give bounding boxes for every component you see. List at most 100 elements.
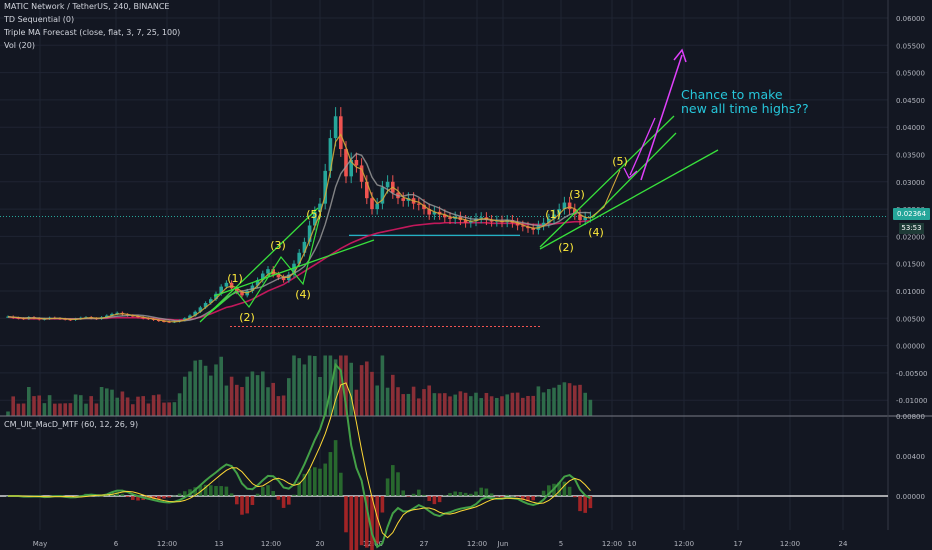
volume-bar: [131, 404, 135, 416]
macd-hist-bar: [131, 496, 135, 500]
volume-bar: [417, 398, 421, 416]
volume-bar: [380, 355, 385, 416]
volume-bar: [193, 360, 197, 416]
x-tick-label: 12:00: [467, 540, 487, 548]
macd-hist-bar: [489, 493, 494, 496]
y-tick-label: -0.00500: [896, 370, 927, 378]
macd-hist-bar: [235, 496, 239, 505]
candles: [6, 107, 593, 324]
candle-body: [422, 204, 426, 210]
volume-bar: [469, 396, 473, 416]
volume-bar: [411, 386, 416, 416]
wave-label: (1): [545, 208, 561, 221]
volume-bar: [105, 388, 109, 416]
candle-body: [375, 203, 379, 210]
x-tick-label: 6: [114, 540, 119, 548]
macd-hist-bar: [167, 496, 171, 498]
candle-body: [276, 274, 281, 278]
volume-bar: [541, 392, 546, 416]
volume-bar: [526, 395, 530, 416]
volume-bar: [110, 389, 114, 416]
arrow-up-head: [673, 48, 687, 63]
macd-hist-bar: [151, 496, 156, 500]
candle-body: [188, 315, 192, 319]
macd-hist-bar: [526, 496, 530, 502]
candle-body: [578, 214, 582, 221]
volume-bar: [344, 355, 348, 416]
candle-body: [131, 315, 135, 317]
macd-hist-bar: [515, 496, 520, 497]
macd-hist-bar: [406, 496, 411, 497]
macd-hist-bar: [536, 495, 541, 497]
volume-bar: [505, 394, 509, 416]
volume-bar: [495, 397, 499, 416]
annotation-text: Chance to make new all time highs??: [681, 88, 809, 116]
candle-body: [105, 315, 109, 318]
macd-hist-bar: [375, 496, 379, 544]
volume-bar: [521, 397, 525, 416]
candle-body: [443, 214, 447, 218]
volume-bar: [458, 391, 463, 416]
macd-hist-bar: [422, 494, 426, 496]
volume-bar: [53, 403, 57, 416]
volume-bar: [255, 375, 260, 416]
macd-hist-bar: [292, 494, 296, 496]
volume-bar: [27, 386, 31, 416]
x-tick-label: 17: [734, 540, 743, 548]
macd-hist-bar: [323, 463, 327, 496]
macd-hist-bar: [297, 481, 301, 496]
candle-body: [359, 165, 364, 182]
candle-body: [573, 209, 577, 215]
volume-bar: [224, 385, 229, 416]
countdown-tag: 53:53: [899, 223, 924, 234]
volume-bar: [125, 397, 130, 416]
indicator-volume[interactable]: Vol (20): [4, 41, 35, 50]
y-tick-label: 0.00500: [896, 315, 925, 323]
volume-bar: [42, 403, 47, 416]
volume-bar: [401, 394, 405, 416]
macd-hist-bar: [521, 496, 525, 500]
arrow-up-line: [640, 54, 683, 181]
volume-bar: [115, 397, 119, 416]
forecast-arrows: [623, 48, 687, 181]
macd-hist-bar: [261, 487, 265, 496]
macd-hist-bar: [411, 493, 416, 496]
candle-body: [224, 282, 229, 287]
candle-body: [214, 293, 218, 300]
candle-body: [261, 273, 265, 281]
macd-hist-bar: [115, 491, 119, 496]
candle-body: [562, 202, 567, 210]
macd-hist-bar: [474, 491, 478, 496]
macd-hist-bar: [302, 473, 307, 496]
ma-short-line: [7, 133, 591, 323]
wave-label: (1): [227, 272, 243, 285]
volume-bar: [307, 355, 312, 416]
macd-hist-bar: [250, 496, 255, 505]
volume-bar: [391, 374, 395, 416]
indicator-td-sequential[interactable]: TD Sequential (0): [4, 15, 75, 24]
wave-label: (3): [270, 239, 286, 252]
macd-hist-bar: [276, 496, 281, 500]
wave-label: (2): [239, 311, 255, 324]
macd-title[interactable]: CM_Ult_MacD_MTF (60, 12, 26, 9): [4, 420, 139, 429]
macd-hist-bar: [588, 496, 593, 509]
volume-bar: [448, 396, 452, 416]
macd-hist-bar: [318, 468, 322, 496]
y-tick-label: 0.02000: [896, 233, 925, 241]
x-tick-label: 12:00: [261, 540, 281, 548]
wave-path-1: [204, 215, 321, 318]
macd-hist-bar: [224, 486, 229, 496]
volume-bar: [406, 393, 411, 416]
volume-bar: [552, 387, 556, 416]
volume-bar: [547, 389, 551, 416]
volume-bar: [328, 355, 333, 416]
indicator-triple-ma[interactable]: Triple MA Forecast (close, flat, 3, 7, 2…: [4, 28, 181, 37]
macd-hist-bar: [209, 485, 213, 496]
macd-hist-bar: [469, 493, 473, 496]
candle-body: [313, 211, 317, 226]
macd-hist-bar: [562, 481, 567, 496]
macd-hist-bar: [162, 496, 166, 499]
y-tick-label: 0.00000: [896, 343, 925, 351]
